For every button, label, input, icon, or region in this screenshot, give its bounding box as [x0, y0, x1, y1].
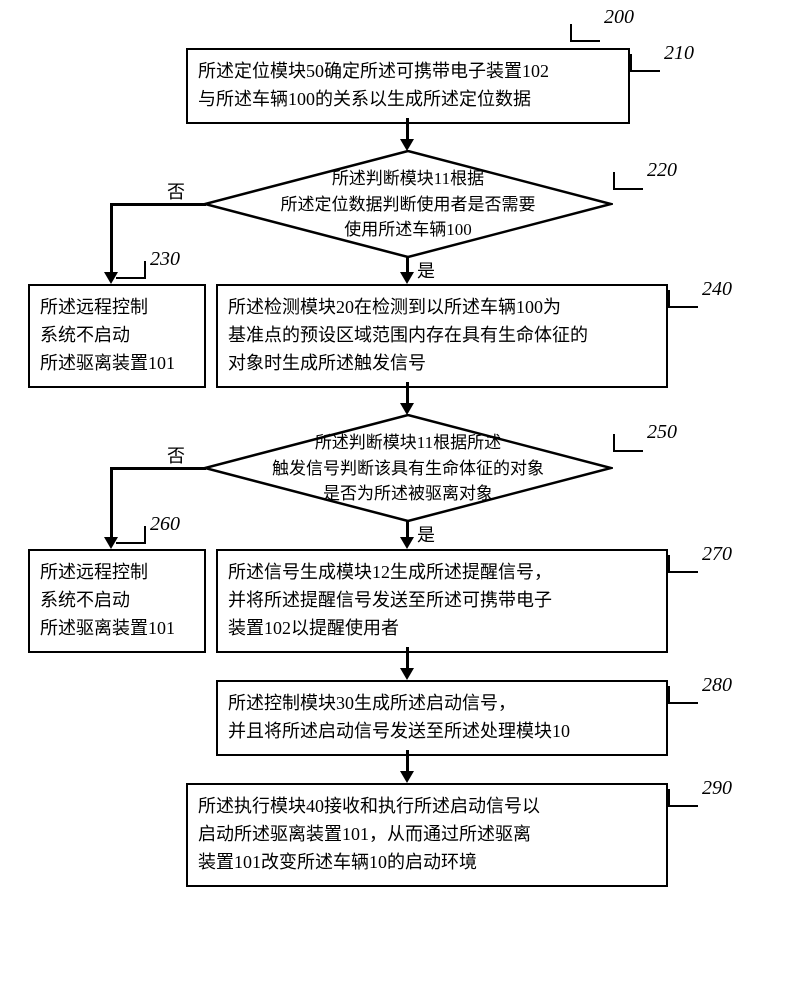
arrowhead-270-280	[400, 668, 414, 680]
hook-280	[668, 686, 698, 704]
line-250-no-v	[110, 467, 113, 540]
hook-200	[570, 24, 600, 42]
arrowhead-250-270	[400, 537, 414, 549]
node-250: 所述判断模块11根据所述触发信号判断该具有生命体征的对象是否为所述被驱离对象	[203, 414, 613, 522]
hook-210	[630, 54, 660, 72]
node-220: 所述判断模块11根据所述定位数据判断使用者是否需要使用所述车辆100	[203, 150, 613, 258]
node-280-text: 所述控制模块30生成所述启动信号，并且将所述启动信号发送至所述处理模块10	[228, 690, 656, 746]
node-250-text: 所述判断模块11根据所述触发信号判断该具有生命体征的对象是否为所述被驱离对象	[272, 430, 544, 507]
ref-270: 270	[702, 543, 732, 566]
node-230: 所述远程控制系统不启动所述驱离装置101	[28, 284, 206, 388]
hook-260	[116, 526, 146, 544]
hook-240	[668, 290, 698, 308]
node-260: 所述远程控制系统不启动所述驱离装置101	[28, 549, 206, 653]
node-210-text: 所述定位模块50确定所述可携带电子装置102与所述车辆100的关系以生成所述定位…	[198, 58, 618, 114]
arrowhead-220-240	[400, 272, 414, 284]
node-240: 所述检测模块20在检测到以所述车辆100为基准点的预设区域范围内存在具有生命体征…	[216, 284, 668, 388]
hook-230	[116, 261, 146, 279]
line-220-no-v	[110, 203, 113, 275]
ref-250: 250	[647, 421, 677, 444]
ref-220: 220	[647, 159, 677, 182]
flowchart-canvas: 200 所述定位模块50确定所述可携带电子装置102与所述车辆100的关系以生成…	[10, 10, 786, 990]
label-250-no: 否	[167, 442, 185, 468]
hook-290	[668, 789, 698, 807]
label-220-no: 否	[167, 178, 185, 204]
node-280: 所述控制模块30生成所述启动信号，并且将所述启动信号发送至所述处理模块10	[216, 680, 668, 756]
hook-250	[613, 434, 643, 452]
hook-220	[613, 172, 643, 190]
label-220-yes: 是	[417, 257, 435, 283]
node-270-text: 所述信号生成模块12生成所述提醒信号，并将所述提醒信号发送至所述可携带电子装置1…	[228, 559, 656, 643]
node-290: 所述执行模块40接收和执行所述启动信号以启动所述驱离装置101，从而通过所述驱离…	[186, 783, 668, 887]
ref-200: 200	[604, 6, 634, 29]
node-270: 所述信号生成模块12生成所述提醒信号，并将所述提醒信号发送至所述可携带电子装置1…	[216, 549, 668, 653]
arrowhead-280-290	[400, 771, 414, 783]
hook-270	[668, 555, 698, 573]
node-290-text: 所述执行模块40接收和执行所述启动信号以启动所述驱离装置101，从而通过所述驱离…	[198, 793, 656, 877]
ref-240: 240	[702, 278, 732, 301]
ref-230: 230	[150, 248, 180, 271]
line-250-no-h	[110, 467, 206, 470]
node-210: 所述定位模块50确定所述可携带电子装置102与所述车辆100的关系以生成所述定位…	[186, 48, 630, 124]
node-230-text: 所述远程控制系统不启动所述驱离装置101	[40, 294, 194, 378]
ref-280: 280	[702, 674, 732, 697]
ref-210: 210	[664, 42, 694, 65]
line-220-no-h	[110, 203, 206, 206]
node-220-text: 所述判断模块11根据所述定位数据判断使用者是否需要使用所述车辆100	[281, 166, 536, 243]
label-250-yes: 是	[417, 521, 435, 547]
node-260-text: 所述远程控制系统不启动所述驱离装置101	[40, 559, 194, 643]
ref-260: 260	[150, 513, 180, 536]
ref-290: 290	[702, 777, 732, 800]
node-240-text: 所述检测模块20在检测到以所述车辆100为基准点的预设区域范围内存在具有生命体征…	[228, 294, 656, 378]
